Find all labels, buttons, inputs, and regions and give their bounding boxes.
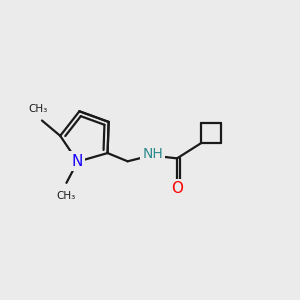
Text: CH₃: CH₃ [56, 191, 76, 201]
Text: N: N [71, 154, 83, 169]
Text: O: O [171, 181, 183, 196]
Text: CH₃: CH₃ [28, 104, 47, 114]
Text: NH: NH [142, 147, 163, 161]
